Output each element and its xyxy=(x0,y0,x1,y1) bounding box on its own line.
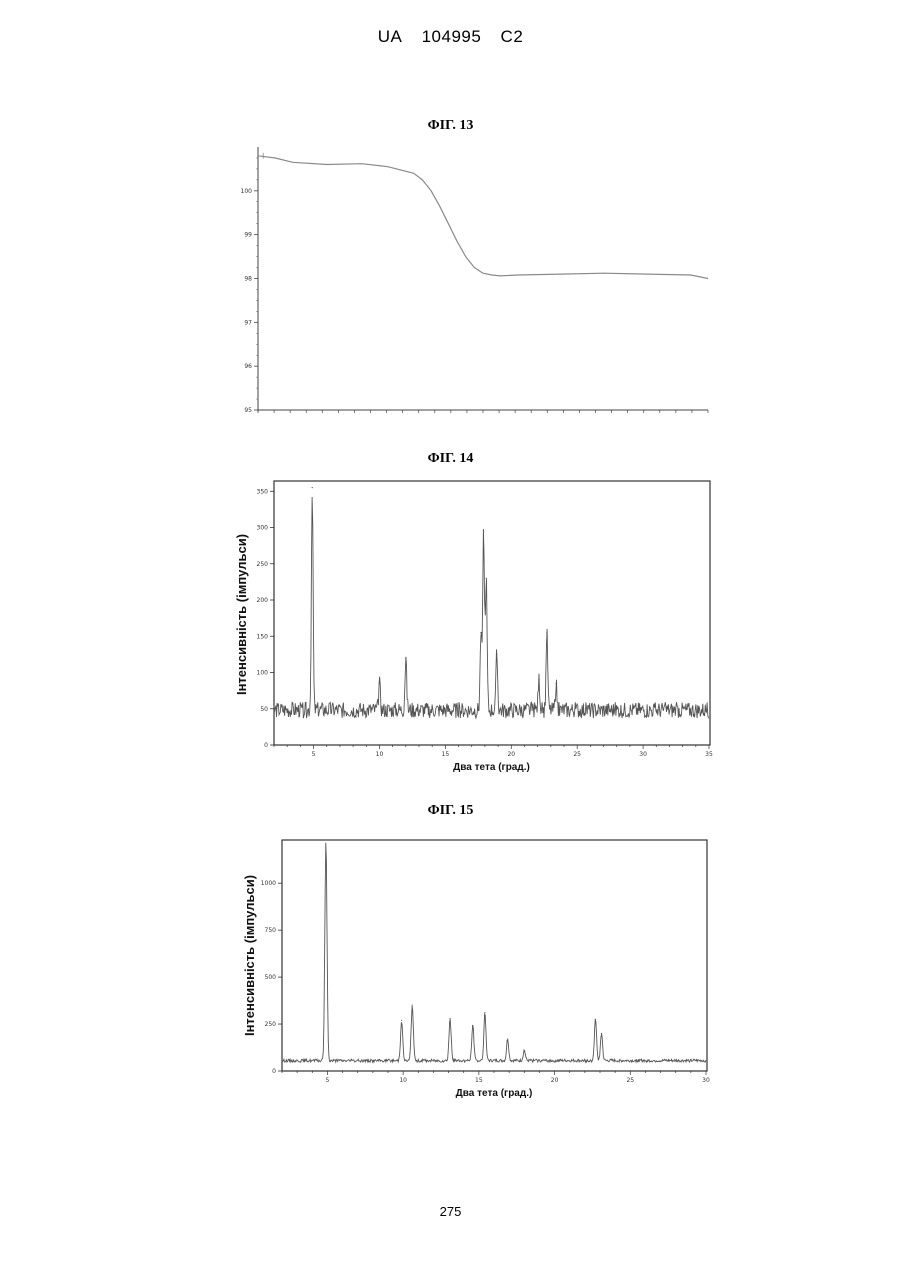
fig15-x-tick-label: 25 xyxy=(626,1077,634,1084)
page-number: 275 xyxy=(0,1204,901,1219)
fig15-peak xyxy=(325,839,326,840)
fig15-x-tick-label: 10 xyxy=(399,1077,407,1084)
fig15-y-tick-label: 250 xyxy=(265,1021,277,1028)
fig15-x-tick-label: 20 xyxy=(551,1077,559,1084)
fig15-diffraction-trace xyxy=(282,843,706,1062)
fig15-peak xyxy=(412,1005,413,1006)
fig15-chart: 5 10 15 20 25 30 0 250 500 750 1000 Інтенсивність (… xyxy=(0,0,901,1130)
fig15-peak xyxy=(449,1018,450,1019)
fig15-plot-frame xyxy=(282,840,707,1071)
fig15-x-tick-label: 5 xyxy=(326,1077,330,1084)
fig15-peak xyxy=(401,1020,402,1021)
fig15-peak xyxy=(472,1025,473,1026)
fig15-y-tick-label: 0 xyxy=(272,1068,276,1075)
fig15-peak xyxy=(524,1050,525,1051)
fig15-peak xyxy=(507,1038,508,1039)
fig15-x-axis-title: Два тета (град.) xyxy=(456,1088,533,1099)
fig15-peak xyxy=(595,1019,596,1020)
fig15-peak xyxy=(484,1012,485,1013)
fig15-y-tick-label: 500 xyxy=(265,974,277,981)
fig15-y-axis-title: Інтенсивність (імпульси) xyxy=(242,875,257,1036)
fig15-x-tick-label: 30 xyxy=(702,1077,710,1084)
fig15-peak xyxy=(601,1033,602,1034)
fig15-y-tick-label: 1000 xyxy=(261,880,276,887)
fig15-y-tick-label: 750 xyxy=(265,927,277,934)
fig15-x-tick-label: 15 xyxy=(475,1077,483,1084)
